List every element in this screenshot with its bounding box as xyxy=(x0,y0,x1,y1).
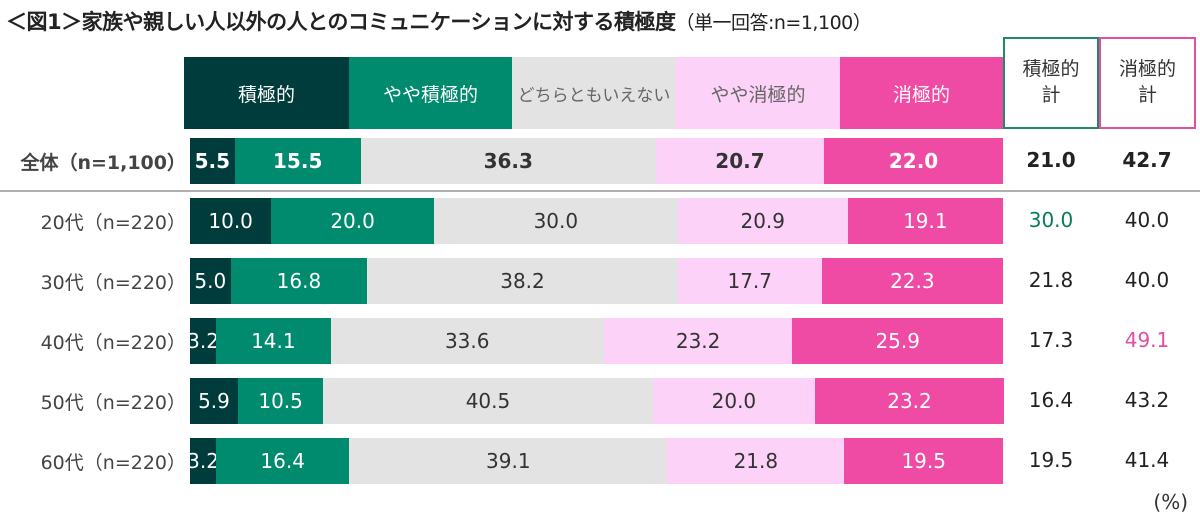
bar-segment-positive: 20.0 xyxy=(271,198,434,244)
bar-segment-negative: 20.7 xyxy=(655,138,825,184)
bar-segment-neutral: 39.1 xyxy=(349,438,668,484)
data-label: 5.5 xyxy=(194,149,231,173)
positive-total-value: 30.0 xyxy=(1028,208,1074,232)
chart-title-main: ＜図1＞家族や親しい人以外の人とのコミュニケーションに対する積極度 xyxy=(6,10,676,34)
bar-segment-negative: 20.0 xyxy=(652,378,816,424)
data-label: 10.0 xyxy=(208,209,253,233)
data-label: 20.7 xyxy=(715,149,765,173)
bar-segment-negative: 23.2 xyxy=(603,318,793,364)
bar-segment-very-positive: 3.2 xyxy=(187,318,219,364)
legend-negative: やや消極的 xyxy=(676,57,840,129)
legend-very-negative: 消極的 xyxy=(840,57,1003,129)
data-label: 21.8 xyxy=(733,449,779,473)
positive-total-value: 16.4 xyxy=(1028,388,1074,412)
negative-total-header: 消極的計 xyxy=(1099,37,1196,129)
data-label: 16.4 xyxy=(260,449,305,473)
bar-segment-positive: 16.8 xyxy=(230,258,368,304)
positive-total-header-line1: 積極的 xyxy=(1022,58,1080,81)
chart-title-sub: （単一回答:n=1,100） xyxy=(675,12,872,34)
bar-segment-positive: 14.1 xyxy=(216,318,331,364)
data-label: 39.1 xyxy=(486,449,531,473)
bar-segment-very-negative: 19.5 xyxy=(844,438,1003,484)
data-label: 16.8 xyxy=(276,269,322,293)
bar-segment-very-positive: 5.9 xyxy=(190,378,238,424)
bar-segment-very-negative: 23.2 xyxy=(815,378,1004,424)
overall-separator-line xyxy=(0,190,1200,192)
bar-segment-negative: 20.9 xyxy=(677,198,848,244)
bar-segment-negative: 17.7 xyxy=(677,258,822,304)
data-label: 15.5 xyxy=(273,149,323,173)
bar-segment-very-negative: 22.3 xyxy=(821,258,1003,304)
bar-segment-neutral: 36.3 xyxy=(360,138,656,184)
row-label: 20代（n=220） xyxy=(40,212,186,234)
data-label: 19.5 xyxy=(901,449,946,473)
row-label: 50代（n=220） xyxy=(40,392,186,414)
bar-segment-positive: 15.5 xyxy=(234,138,361,184)
bar-segment-neutral: 30.0 xyxy=(433,198,678,244)
negative-total-value: 40.0 xyxy=(1124,268,1170,292)
bar-segment-positive: 10.5 xyxy=(237,378,324,424)
positive-total-value: 19.5 xyxy=(1028,448,1074,472)
bar-segment-very-positive: 5.0 xyxy=(190,258,231,304)
row-label: 60代（n=220） xyxy=(40,452,186,474)
legend-positive: やや積極的 xyxy=(349,57,512,129)
data-label: 22.3 xyxy=(890,269,935,293)
data-label: 5.9 xyxy=(198,389,230,413)
bar-segment-very-negative: 19.1 xyxy=(847,198,1003,244)
bar-segment-very-positive: 5.5 xyxy=(190,138,235,184)
negative-total-value: 42.7 xyxy=(1122,148,1172,172)
data-label: 40.5 xyxy=(465,389,511,413)
legend-neutral: どちらともいえない xyxy=(512,57,676,129)
positive-total-header: 積極的計 xyxy=(1003,37,1099,129)
negative-total-value: 40.0 xyxy=(1124,208,1170,232)
row-label: 40代（n=220） xyxy=(40,332,186,354)
bar-segment-very-negative: 25.9 xyxy=(792,318,1003,364)
chart-title: ＜図1＞家族や親しい人以外の人とのコミュニケーションに対する積極度（単一回答:n… xyxy=(6,6,872,36)
data-label: 30.0 xyxy=(533,209,579,233)
data-label: 17.7 xyxy=(727,269,772,293)
bar-segment-neutral: 33.6 xyxy=(330,318,604,364)
bar-segment-very-negative: 22.0 xyxy=(824,138,1003,184)
data-label: 20.0 xyxy=(711,389,757,413)
bar-segment-very-positive: 3.2 xyxy=(187,438,219,484)
data-label: 20.0 xyxy=(330,209,375,233)
negative-total-header-line1: 消極的 xyxy=(1118,58,1176,81)
negative-total-value: 49.1 xyxy=(1124,328,1170,352)
data-label: 23.2 xyxy=(675,329,721,353)
data-label: 3.2 xyxy=(187,329,219,353)
data-label: 20.9 xyxy=(740,209,786,233)
bar-segment-negative: 21.8 xyxy=(667,438,845,484)
data-label: 38.2 xyxy=(500,269,545,293)
data-label: 14.1 xyxy=(251,329,296,353)
negative-total-header-line2: 計 xyxy=(1137,84,1157,106)
data-label: 25.9 xyxy=(875,329,920,353)
negative-total-value: 43.2 xyxy=(1124,388,1170,412)
legend-very-positive: 積極的 xyxy=(184,57,349,129)
data-label: 22.0 xyxy=(888,149,939,173)
row-label: 30代（n=220） xyxy=(40,272,186,294)
positive-total-value: 21.8 xyxy=(1028,268,1074,292)
positive-total-value: 21.0 xyxy=(1026,148,1076,172)
positive-total-header-line2: 計 xyxy=(1041,84,1061,106)
data-label: 5.0 xyxy=(194,269,227,293)
row-label: 全体（n=1,100） xyxy=(20,152,186,174)
bar-segment-neutral: 38.2 xyxy=(367,258,678,304)
data-label: 19.1 xyxy=(903,209,948,233)
positive-total-value: 17.3 xyxy=(1028,328,1074,352)
bar-segment-neutral: 40.5 xyxy=(323,378,653,424)
data-label: 10.5 xyxy=(258,389,303,413)
negative-total-value: 41.4 xyxy=(1124,448,1170,472)
bar-segment-very-positive: 10.0 xyxy=(190,198,272,244)
unit-label: (%) xyxy=(1153,490,1188,514)
data-label: 23.2 xyxy=(887,389,932,413)
data-label: 36.3 xyxy=(483,149,533,173)
bar-segment-positive: 16.4 xyxy=(216,438,350,484)
data-label: 33.6 xyxy=(444,329,490,353)
data-label: 3.2 xyxy=(187,449,219,473)
